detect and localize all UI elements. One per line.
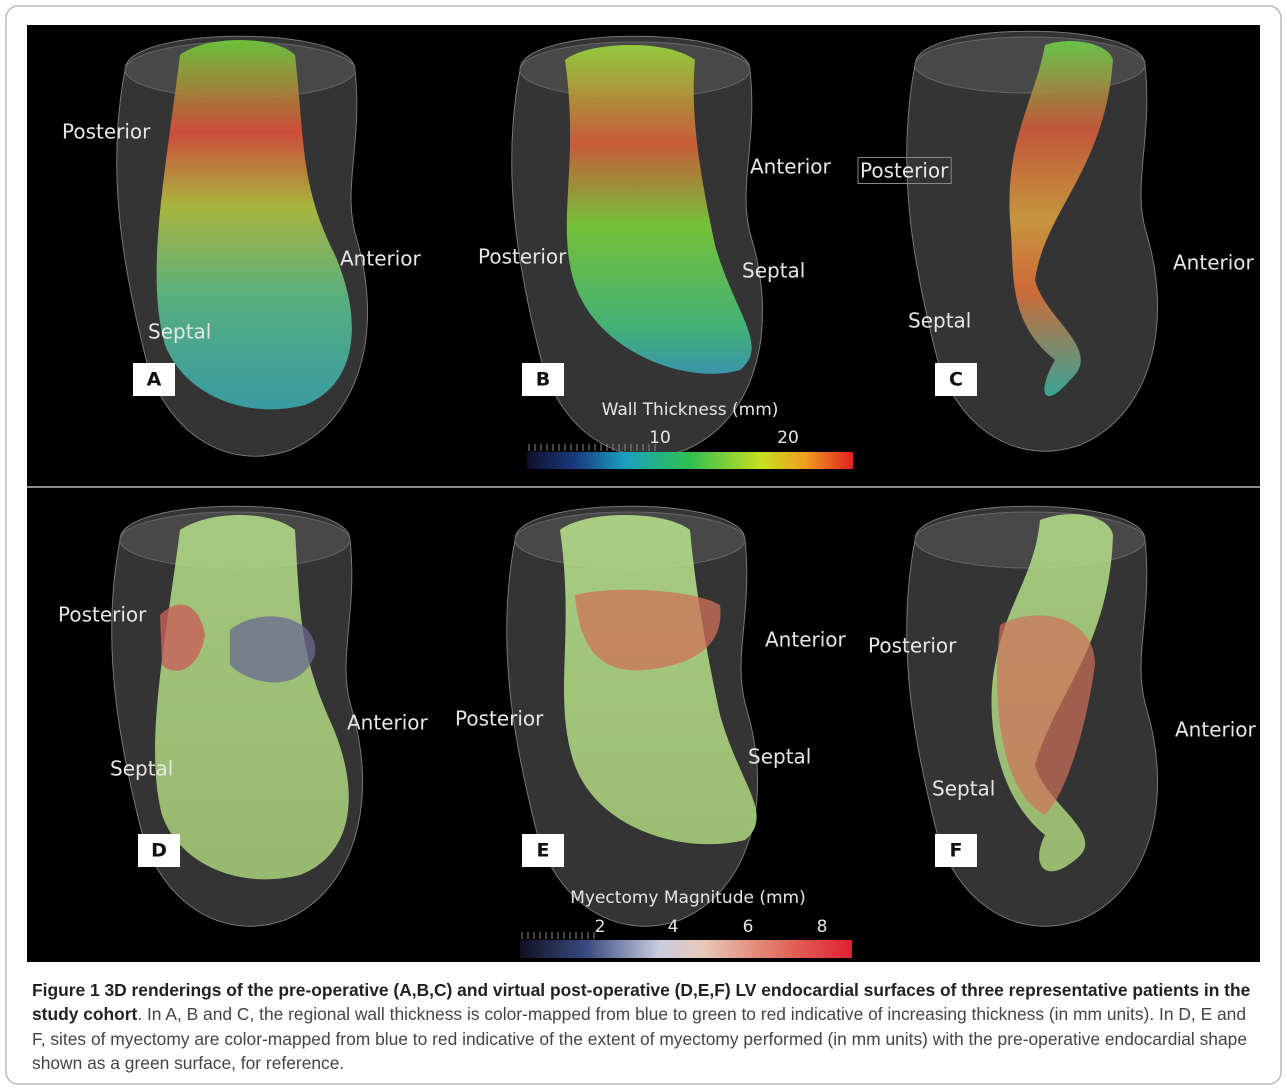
rendering-b [511, 35, 764, 457]
rendering-f [906, 505, 1159, 927]
caption-text: . In A, B and C, the regional wall thick… [32, 1004, 1247, 1074]
orientation-label: Septal [110, 757, 173, 781]
colorbar-tick-label: 8 [817, 917, 828, 937]
colorbar-title: Myectomy Magnitude (mm) [570, 888, 805, 908]
rendering-a [116, 35, 369, 457]
frame [5, 5, 1282, 1085]
panel-letter: F [950, 840, 963, 862]
panel-letter-box [138, 834, 180, 867]
panel-letter: E [537, 840, 550, 862]
rendering-c [906, 30, 1159, 452]
panel-letter: A [147, 369, 162, 391]
caption-title: Figure 1 3D renderings of the pre-operat… [32, 980, 1251, 1025]
orientation-label: Posterior [868, 634, 957, 658]
colorbar [527, 452, 853, 469]
orientation-label: Septal [748, 745, 811, 769]
orientation-label: Septal [932, 777, 995, 801]
colorbar-tick-label: 6 [743, 917, 754, 937]
orientation-label: Septal [148, 320, 211, 344]
caption: Figure 1 3D renderings of the pre-operat… [32, 978, 1264, 1076]
orientation-label: Anterior [1175, 718, 1257, 742]
colorbar-tick-label: 10 [649, 428, 671, 448]
orientation-label: Anterior [347, 711, 429, 735]
orientation-label: Anterior [340, 247, 422, 271]
colorbar-tick-label: 2 [595, 917, 606, 937]
colorbar-title: Wall Thickness (mm) [602, 400, 779, 420]
panel-labels: A Posterior Anterior Septal B Anterior Posteri… [58, 120, 1257, 867]
panel-letter-box [522, 363, 564, 396]
orientation-label: Anterior [750, 155, 832, 179]
orientation-label: Septal [742, 259, 805, 283]
orientation-label: Posterior [58, 603, 147, 627]
panel-letter-box [935, 363, 977, 396]
rendering-e [506, 505, 759, 927]
orientation-label: Anterior [1173, 251, 1255, 275]
orientation-label: Septal [908, 309, 971, 333]
orientation-label: Posterior [455, 707, 544, 731]
label-outline [857, 157, 952, 184]
panel-letter-box [935, 834, 977, 867]
panel-letter-box [522, 834, 564, 867]
panel-letter: D [151, 840, 167, 862]
colorbar [520, 940, 852, 958]
panel-letter-box [133, 363, 175, 396]
colorbar-tick-label: 4 [668, 917, 679, 937]
orientation-label: Anterior [765, 628, 847, 652]
orientation-label: Posterior [860, 159, 949, 183]
orientation-label: Posterior [478, 245, 567, 269]
rendering-d [111, 505, 364, 927]
colorbar-tick-label: 20 [777, 428, 799, 448]
orientation-label: Posterior [62, 120, 151, 144]
panel-letter: C [949, 369, 963, 391]
colorbar-minor-ticks [521, 444, 656, 939]
panel-letter: B [536, 369, 550, 391]
